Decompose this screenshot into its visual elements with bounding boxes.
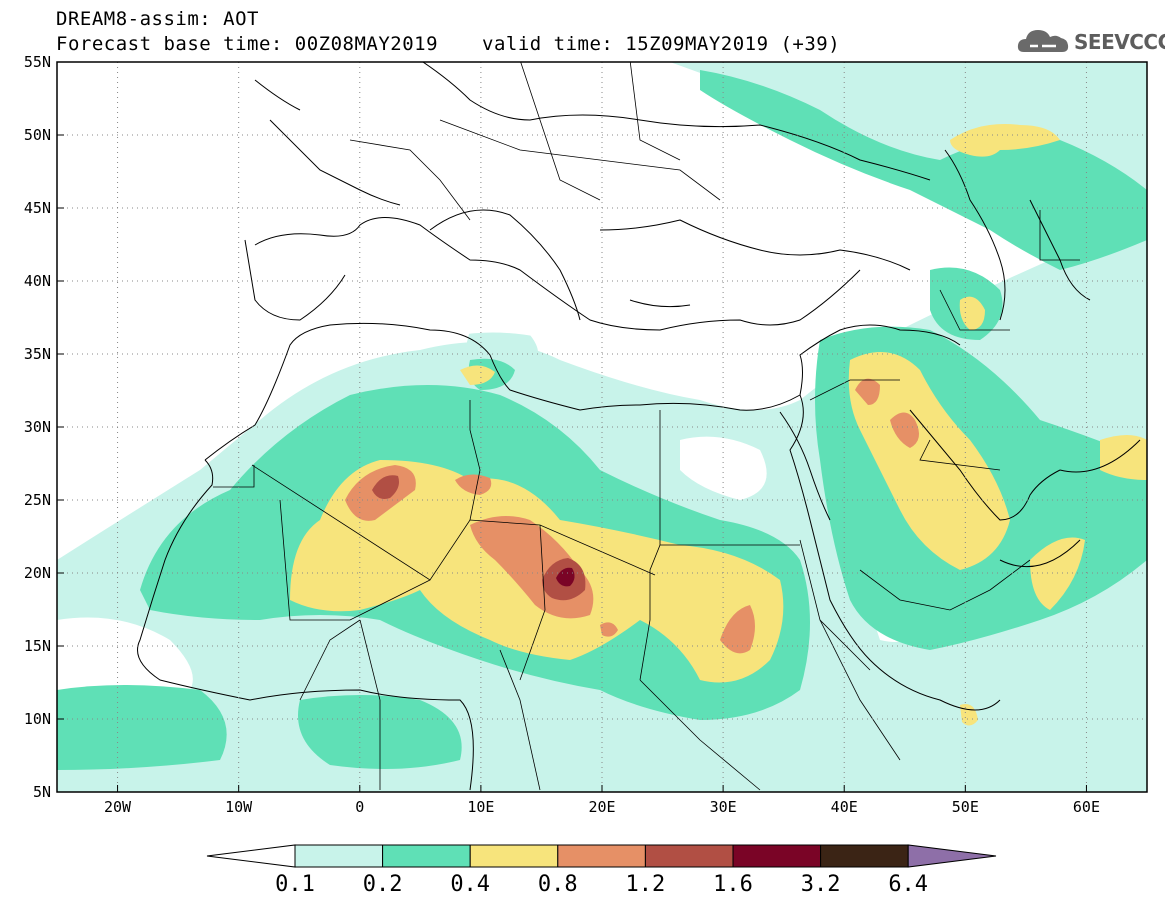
colorbar-level-label: 3.2 (801, 872, 841, 897)
lat-tick-label: 50N (24, 126, 51, 144)
aot-below-0.1 (57, 62, 930, 700)
seevccc-logo: SEEVCCC (1016, 24, 1165, 58)
colorbar-swatch (644, 844, 734, 868)
colorbar-level-label: 0.2 (363, 872, 403, 897)
country-borders (213, 62, 1080, 791)
lon-tick-label: 60E (1073, 798, 1100, 816)
colorbar-level-label: 0.1 (275, 872, 315, 897)
lon-tick-label: 20E (588, 798, 615, 816)
base-time-label: Forecast base time: 00Z08MAY2019 (56, 33, 439, 55)
colorbar-level-label: 1.2 (626, 872, 666, 897)
lat-tick-label: 15N (24, 637, 51, 655)
colorbar-level-label: 1.6 (713, 872, 753, 897)
lon-tick-label: 50E (952, 798, 979, 816)
logo-text: SEEVCCC (1074, 30, 1165, 54)
lat-tick-label: 25N (24, 491, 51, 509)
colorbar-high-triangle (907, 844, 997, 868)
map-title: DREAM8-assim: AOT (56, 8, 259, 30)
lat-tick-label: 40N (24, 272, 51, 290)
colorbar-swatch (820, 844, 909, 868)
lat-tick-label: 30N (24, 418, 51, 436)
colorbar-swatch (557, 844, 646, 868)
valid-time-label: valid time: 15Z09MAY2019 (+39) (482, 33, 841, 55)
lat-tick-label: 45N (24, 199, 51, 217)
colorbar-swatch (732, 844, 822, 868)
lat-tick-label: 35N (24, 345, 51, 363)
map-grid (57, 62, 1147, 792)
colorbar-swatch (294, 844, 384, 868)
colorbar-low-triangle (206, 844, 296, 868)
lon-tick-label: 10E (467, 798, 494, 816)
aot-1.6-areas (556, 567, 575, 587)
longitude-axis: 20W 10W 0 10E 20E 30E 40E 50E 60E (104, 785, 1100, 816)
latitude-axis: 55N 50N 45N 40N 35N 30N 25N 20N 15N 10N 5N (24, 53, 64, 801)
lat-tick-label: 20N (24, 564, 51, 582)
colorbar-level-label: 6.4 (888, 872, 928, 897)
colorbar-swatch (382, 844, 471, 868)
lat-tick-label: 10N (24, 710, 51, 728)
cloud-icon (1017, 30, 1069, 52)
colorbar-level-label: 0.4 (450, 872, 490, 897)
colorbar: 0.1 0.2 0.4 0.8 1.2 1.6 3.2 6.4 (206, 844, 997, 897)
lat-tick-label: 55N (24, 53, 51, 71)
coastlines (137, 62, 1141, 791)
lat-tick-label: 5N (33, 783, 51, 801)
lon-tick-label: 0 (355, 798, 364, 816)
lon-tick-label: 30E (710, 798, 737, 816)
lon-tick-label: 40E (831, 798, 858, 816)
lon-tick-label: 20W (104, 798, 132, 816)
lon-tick-label: 10W (225, 798, 253, 816)
colorbar-swatch (469, 844, 559, 868)
colorbar-level-label: 0.8 (538, 872, 578, 897)
